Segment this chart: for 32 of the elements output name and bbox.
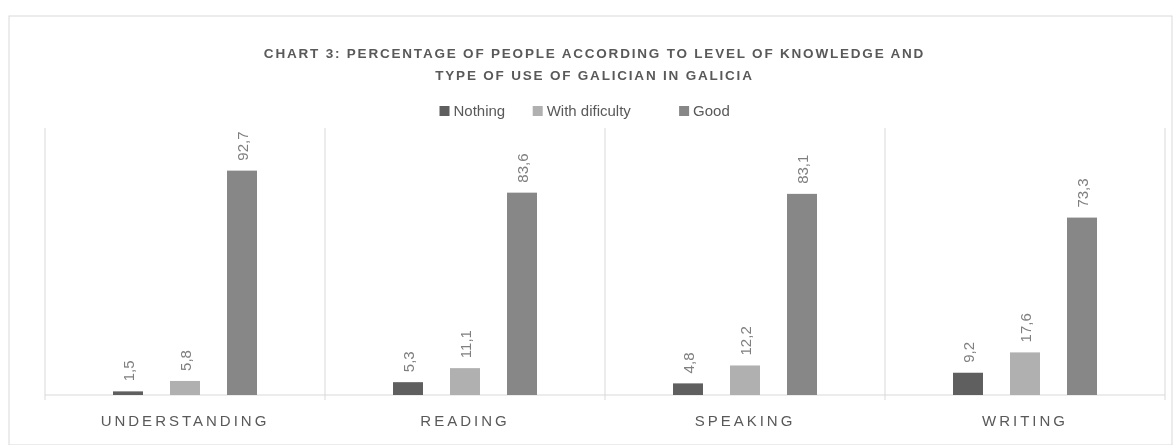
data-label: 5,3 — [400, 351, 417, 373]
bar — [730, 365, 760, 395]
x-tick-label: READING — [420, 412, 510, 429]
data-label: 83,6 — [514, 153, 531, 183]
bar — [113, 391, 143, 395]
data-label: 4,8 — [680, 352, 697, 374]
x-tick-label: WRITING — [982, 412, 1068, 429]
data-label: 83,1 — [794, 154, 811, 184]
legend-label: Good — [693, 102, 730, 119]
data-label: 92,7 — [234, 131, 251, 161]
bar — [673, 383, 703, 395]
bar — [507, 192, 537, 395]
data-label: 17,6 — [1017, 313, 1034, 343]
bar — [1067, 217, 1097, 395]
bar — [1010, 352, 1040, 395]
bar — [953, 372, 983, 395]
x-tick-label: SPEAKING — [694, 412, 796, 429]
data-label: 9,2 — [960, 341, 977, 363]
bar — [227, 170, 257, 395]
bar — [393, 382, 423, 395]
legend-label: With dificulty — [546, 102, 632, 119]
data-label: 11,1 — [457, 330, 474, 359]
bar — [450, 368, 480, 395]
chart-title: CHART 3: PERCENTAGE OF PEOPLE ACCORDING TO LEVEL OF KNOWLEDGE AND TYPE OF USE OF GALICIAN IN GALICIA — [263, 46, 926, 83]
bar — [787, 193, 817, 395]
data-label: 73,3 — [1074, 178, 1091, 208]
x-tick-label: UNDERSTANDING — [100, 412, 270, 429]
legend-label: Nothing — [453, 102, 506, 119]
data-label: 12,2 — [737, 326, 754, 356]
data-label: 5,8 — [177, 350, 194, 371]
data-label: 1,5 — [120, 360, 137, 382]
bar — [170, 380, 200, 395]
